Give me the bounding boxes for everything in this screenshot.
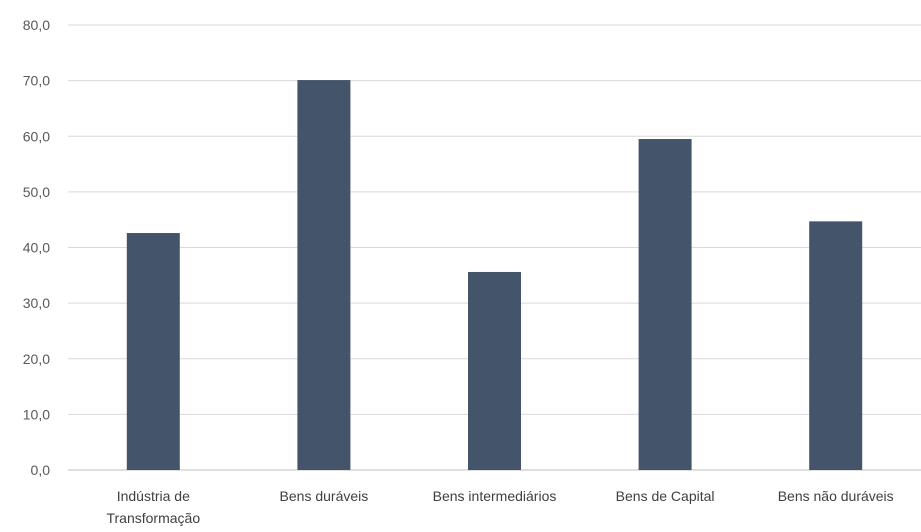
x-category-label: Bens intermediários xyxy=(433,488,557,504)
bar xyxy=(126,233,180,470)
x-category-label-line: Bens não duráveis xyxy=(778,488,894,504)
y-tick-label: 0,0 xyxy=(31,462,51,478)
bars xyxy=(126,80,863,470)
bar xyxy=(638,139,692,470)
x-category-label: Indústria de Transformação xyxy=(106,488,200,526)
y-tick-label: 70,0 xyxy=(23,73,50,89)
y-tick-label: 30,0 xyxy=(23,295,50,311)
x-category-label-line: Bens duráveis xyxy=(280,488,369,504)
y-tick-label: 40,0 xyxy=(23,240,50,256)
x-category-label: Bens não duráveis xyxy=(778,488,894,504)
x-category-label: Bens de Capital xyxy=(616,488,715,504)
x-category-label-line: Bens de Capital xyxy=(616,488,715,504)
y-tick-label: 10,0 xyxy=(23,406,50,422)
y-tick-label: 20,0 xyxy=(23,351,50,367)
y-tick-label: 50,0 xyxy=(23,184,50,200)
y-axis-tick-labels: 0,0 10,0 20,0 30,0 40,0 50,0 60,0 70,0 80,0 xyxy=(23,17,50,478)
x-category-label: Bens duráveis xyxy=(280,488,369,504)
gridlines xyxy=(68,24,921,471)
y-tick-label: 80,0 xyxy=(23,17,50,33)
y-tick-label: 60,0 xyxy=(23,128,50,144)
bar xyxy=(468,271,521,470)
x-axis-category-labels: Indústria de Transformação Bens duráveis Be… xyxy=(106,488,893,526)
bar xyxy=(297,80,351,470)
bar xyxy=(809,221,863,470)
x-category-label-line: Bens intermediários xyxy=(433,488,557,504)
x-category-label-line: Indústria de xyxy=(117,488,190,504)
x-category-label-line: Transformação xyxy=(106,510,200,526)
